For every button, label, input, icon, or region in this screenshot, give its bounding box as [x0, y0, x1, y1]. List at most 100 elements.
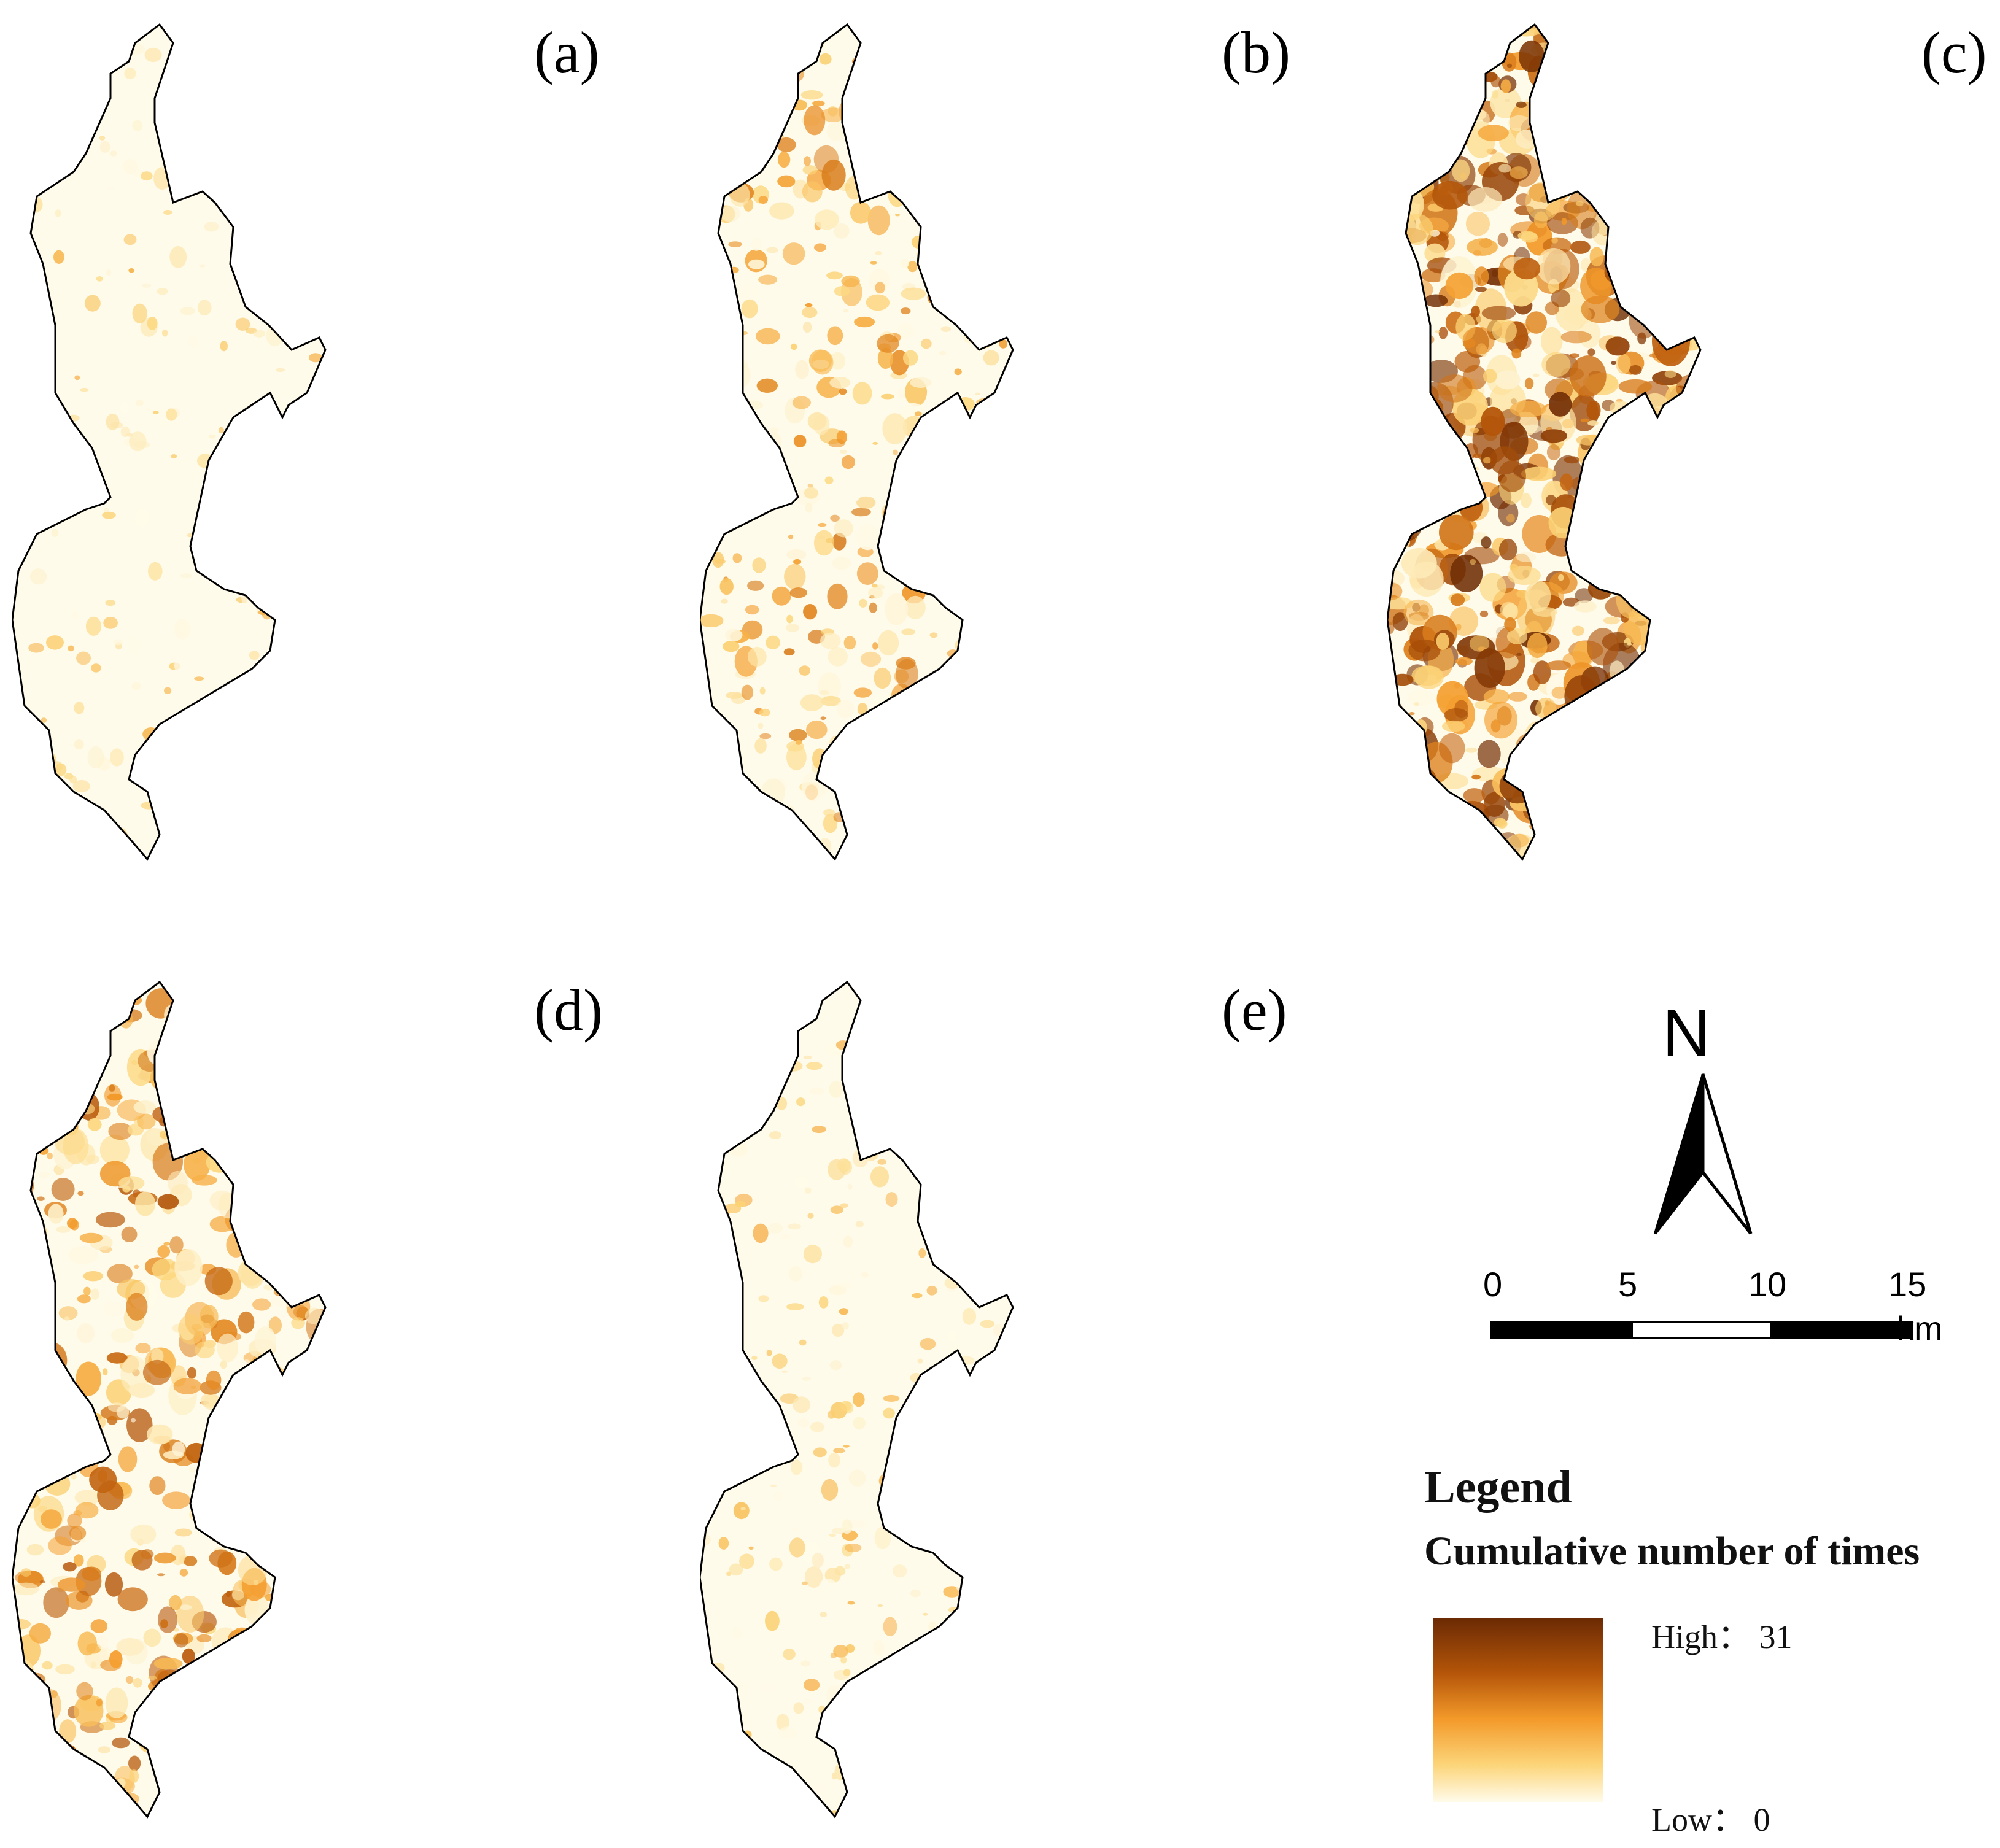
density-patch: [181, 1814, 207, 1817]
density-patch: [1646, 743, 1657, 754]
density-patch: [91, 663, 101, 673]
density-patch: [883, 1617, 897, 1637]
density-patch: [1510, 166, 1528, 179]
density-patch: [1392, 100, 1405, 118]
density-patch: [281, 821, 293, 827]
density-patch: [933, 228, 955, 249]
density-patch: [729, 1563, 743, 1576]
density-patch: [157, 1194, 179, 1210]
density-patch: [700, 805, 720, 816]
density-patch: [837, 1158, 851, 1173]
density-patch: [260, 721, 276, 738]
density-patch: [700, 293, 720, 325]
density-patch: [700, 354, 713, 366]
density-patch: [978, 517, 989, 532]
density-patch: [1436, 633, 1449, 650]
density-patch: [230, 1026, 244, 1040]
density-patch: [1387, 749, 1423, 793]
density-patch: [43, 1369, 68, 1384]
map-e-svg: [700, 980, 1014, 1819]
density-patch: [1592, 771, 1611, 793]
density-patch: [1401, 214, 1433, 245]
density-patch: [705, 327, 715, 334]
density-patch: [1560, 817, 1587, 836]
density-patch: [853, 1392, 865, 1407]
density-patch: [1439, 514, 1474, 551]
density-patch: [985, 146, 1009, 160]
density-patch: [750, 1415, 765, 1432]
density-patch: [45, 982, 72, 996]
density-patch: [882, 413, 907, 444]
density-patch: [306, 830, 317, 843]
density-patch: [1691, 234, 1700, 249]
density-patch: [900, 307, 911, 315]
density-patch: [148, 1676, 157, 1680]
density-patch: [733, 1502, 750, 1520]
density-patch: [1443, 28, 1470, 40]
density-patch: [306, 1567, 311, 1574]
density-patch: [278, 1480, 290, 1490]
density-patch: [135, 1191, 156, 1216]
density-patch: [1694, 144, 1700, 153]
density-patch: [969, 759, 991, 776]
density-patch: [191, 58, 197, 63]
region-outline-b: [700, 23, 1014, 861]
density-patch: [262, 1725, 269, 1734]
density-patch: [1675, 795, 1700, 840]
density-patch: [1653, 625, 1673, 636]
density-patch: [209, 1011, 235, 1032]
density-patch: [1678, 104, 1684, 109]
density-patch: [1483, 457, 1492, 464]
density-patch: [1649, 25, 1684, 63]
density-patch: [988, 1423, 996, 1432]
density-patch: [807, 412, 827, 430]
density-patch: [1639, 164, 1652, 180]
density-patch: [72, 611, 78, 619]
density-patch: [272, 1060, 303, 1084]
density-patch: [297, 1615, 312, 1633]
density-patch: [1603, 142, 1610, 147]
density-patch: [920, 1121, 937, 1136]
density-patch: [952, 831, 961, 840]
density-patch: [233, 560, 242, 571]
density-patch: [311, 1113, 325, 1121]
density-patch: [1558, 803, 1583, 824]
density-patch: [253, 330, 266, 338]
density-patch: [1481, 536, 1492, 549]
density-patch: [1646, 816, 1661, 823]
density-patch: [237, 1196, 250, 1212]
density-patch: [1497, 819, 1508, 829]
density-patch: [991, 622, 1011, 647]
density-patch: [1481, 306, 1516, 320]
density-patch: [1682, 65, 1700, 77]
density-patch: [1403, 419, 1435, 448]
density-patch: [808, 1088, 825, 1095]
density-patch: [959, 1723, 965, 1728]
density-patch: [954, 1708, 963, 1712]
density-patch: [1676, 811, 1693, 830]
density-patch: [275, 1159, 284, 1166]
density-patch: [148, 562, 163, 581]
density-patch: [1387, 800, 1408, 824]
density-patch: [104, 1572, 123, 1597]
density-patch: [1616, 800, 1641, 832]
density-patch: [1525, 580, 1551, 612]
density-patch: [791, 343, 797, 350]
density-patch: [1540, 147, 1576, 172]
scale-segment-2: [1630, 1321, 1773, 1339]
density-patch: [750, 122, 757, 130]
density-patch: [1527, 633, 1548, 659]
density-patch: [1471, 306, 1480, 318]
density-patch: [1657, 63, 1682, 80]
density-patch: [1511, 348, 1522, 359]
density-patch: [1696, 683, 1700, 691]
density-patch: [838, 482, 861, 504]
density-patch: [932, 725, 947, 734]
density-patch: [1556, 123, 1577, 144]
density-patch: [298, 1167, 325, 1191]
density-patch: [293, 1226, 303, 1234]
density-patch: [206, 1420, 223, 1436]
density-patch: [788, 1266, 803, 1282]
density-patch: [172, 1441, 185, 1457]
density-patch: [303, 252, 319, 264]
